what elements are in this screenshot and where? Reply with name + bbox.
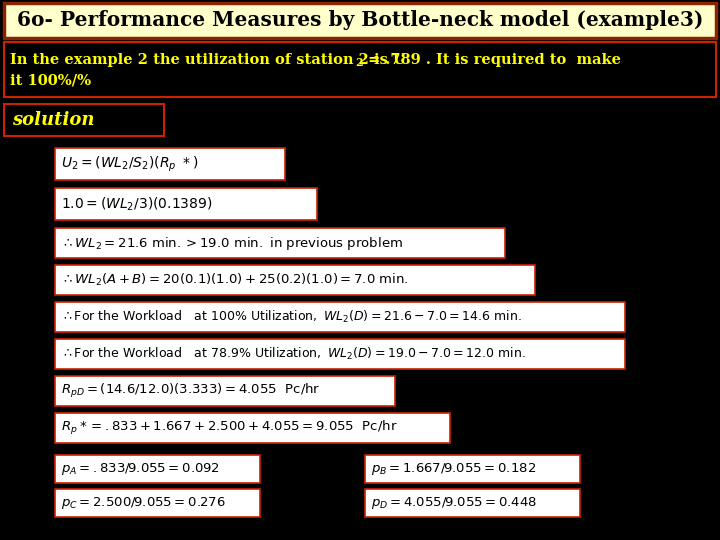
Text: = .789 . It is required to  make: = .789 . It is required to make — [363, 53, 621, 67]
Text: $\therefore \mathrm{For\ the\ Workload\ \ \ at\ 78.9\%\ Utilization,}\ WL_2(D) =: $\therefore \mathrm{For\ the\ Workload\ … — [61, 346, 526, 362]
Text: it 100%/%: it 100%/% — [10, 73, 91, 87]
FancyBboxPatch shape — [55, 148, 285, 180]
Text: $1.0 = (WL_2/3)(0.1389)$: $1.0 = (WL_2/3)(0.1389)$ — [61, 195, 212, 213]
FancyBboxPatch shape — [55, 265, 535, 295]
FancyBboxPatch shape — [55, 188, 317, 220]
Text: $\therefore WL_2 = 21.6\ \mathrm{min.} {>} 19.0\ \mathrm{min.\ in\ previous\ pro: $\therefore WL_2 = 21.6\ \mathrm{min.} {… — [61, 234, 403, 252]
FancyBboxPatch shape — [55, 302, 625, 332]
FancyBboxPatch shape — [4, 42, 716, 97]
Text: $p_B = 1.667/9.055 = 0.182$: $p_B = 1.667/9.055 = 0.182$ — [371, 461, 536, 477]
Text: $p_A = .833/9.055 = 0.092$: $p_A = .833/9.055 = 0.092$ — [61, 461, 220, 477]
FancyBboxPatch shape — [365, 489, 580, 517]
Text: $R_{pD} = (14.6/12.0)(3.333) = 4.055\ \ \mathrm{Pc/hr}$: $R_{pD} = (14.6/12.0)(3.333) = 4.055\ \ … — [61, 382, 320, 400]
FancyBboxPatch shape — [55, 413, 450, 443]
Text: $p_C = 2.500/9.055 = 0.276$: $p_C = 2.500/9.055 = 0.276$ — [61, 495, 226, 511]
Text: 2: 2 — [355, 57, 363, 69]
Text: 6o- Performance Measures by Bottle-neck model (example3): 6o- Performance Measures by Bottle-neck … — [17, 10, 703, 30]
Text: In the example 2 the utilization of station 2 is U: In the example 2 the utilization of stat… — [10, 53, 406, 67]
Text: solution: solution — [12, 111, 94, 129]
Text: $R_p* = .833+1.667+2.500+4.055 = 9.055\ \ \mathrm{Pc/hr}$: $R_p* = .833+1.667+2.500+4.055 = 9.055\ … — [61, 419, 397, 437]
FancyBboxPatch shape — [365, 455, 580, 483]
Text: $\therefore \mathrm{For\ the\ Workload\ \ \ at\ 100\%\ Utilization,}\ WL_2(D) = : $\therefore \mathrm{For\ the\ Workload\ … — [61, 309, 522, 325]
FancyBboxPatch shape — [4, 104, 164, 136]
FancyBboxPatch shape — [55, 228, 505, 258]
FancyBboxPatch shape — [55, 455, 260, 483]
FancyBboxPatch shape — [55, 339, 625, 369]
Text: $\therefore WL_2(A+B) = 20(0.1)(1.0)+25(0.2)(1.0) = 7.0\ \mathrm{min.}$: $\therefore WL_2(A+B) = 20(0.1)(1.0)+25(… — [61, 272, 409, 288]
FancyBboxPatch shape — [4, 3, 716, 38]
FancyBboxPatch shape — [55, 489, 260, 517]
Text: $p_D = 4.055/9.055 = 0.448$: $p_D = 4.055/9.055 = 0.448$ — [371, 495, 537, 511]
Text: $U_2 = (WL_2/S_2)(R_p\ *)$: $U_2 = (WL_2/S_2)(R_p\ *)$ — [61, 154, 198, 174]
FancyBboxPatch shape — [55, 376, 395, 406]
